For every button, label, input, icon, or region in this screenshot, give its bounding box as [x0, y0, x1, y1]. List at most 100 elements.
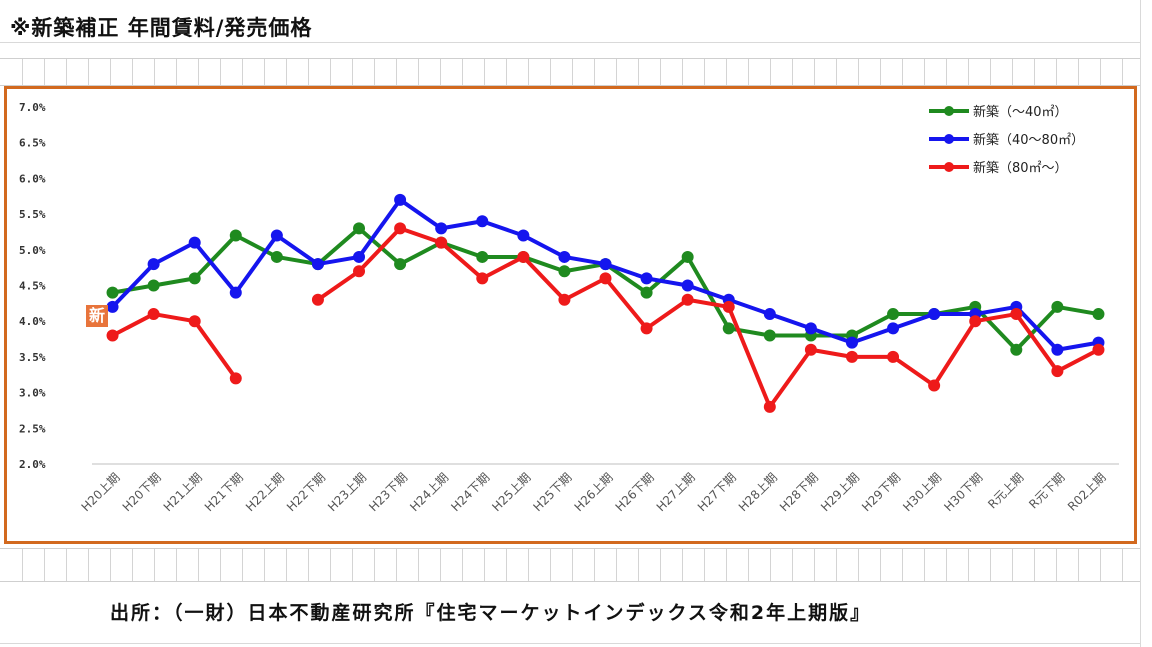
grid-cell-line — [836, 549, 837, 581]
series-3-point — [394, 222, 407, 235]
x-tick-label: H30下期 — [941, 470, 985, 514]
series-3-point — [640, 322, 653, 335]
series-1-point — [353, 222, 366, 235]
x-tick-label: H29上期 — [818, 470, 862, 514]
y-tick-label: 4.5% — [19, 280, 46, 293]
series-2-point — [311, 258, 324, 271]
series-2-point — [599, 258, 612, 271]
grid-cell-line — [1122, 59, 1123, 85]
grid-cell-line — [1034, 59, 1035, 85]
grid-cell-line — [220, 59, 221, 85]
grid-cell-line — [682, 549, 683, 581]
x-tick-label: H24上期 — [407, 470, 451, 514]
grid-cell-line — [1034, 549, 1035, 581]
x-tick-label: H23上期 — [325, 470, 369, 514]
grid-cell-line — [682, 59, 683, 85]
line-chart: 2.0% 2.5% 3.0% 3.5% 4.0% 4.5% 5.0% 5.5% 6.0% 6.5%… — [19, 101, 1119, 514]
series-1-point — [681, 250, 694, 263]
new-build-badge: 新 — [86, 305, 108, 327]
grid-cell-line — [946, 549, 947, 581]
grid-cell-line — [594, 59, 595, 85]
series-3-point — [845, 350, 858, 363]
grid-cell-line — [330, 59, 331, 85]
grid-cell-line — [880, 59, 881, 85]
grid-cell-line — [66, 549, 67, 581]
series-1-point — [147, 279, 160, 292]
grid-cell-line — [506, 549, 507, 581]
grid-cell-line — [726, 59, 727, 85]
grid-cell-line — [506, 59, 507, 85]
grid-cell-line — [880, 549, 881, 581]
spreadsheet-grid-bottom — [0, 548, 1140, 582]
x-tick-label: H25下期 — [530, 470, 574, 514]
grid-cell-line — [792, 549, 793, 581]
grid-cell-line — [176, 549, 177, 581]
series-2-point — [270, 229, 283, 242]
grid-cell-line — [990, 549, 991, 581]
grid-cell-line — [330, 549, 331, 581]
series-3-point — [1092, 343, 1105, 356]
grid-cell-line — [264, 59, 265, 85]
x-tick-label: H23下期 — [366, 470, 410, 514]
series-2-point — [763, 308, 776, 321]
grid-cell-line — [132, 549, 133, 581]
y-tick-label: 6.5% — [19, 137, 46, 150]
x-tick-label: H25上期 — [489, 470, 533, 514]
y-tick-label: 5.0% — [19, 244, 46, 257]
x-tick-label: R元下期 — [1026, 470, 1067, 511]
series-3-point — [1051, 365, 1064, 378]
x-tick-label: H28下期 — [777, 470, 821, 514]
grid-cell-line — [1100, 549, 1101, 581]
series-3-point — [476, 272, 489, 285]
grid-cell-line — [858, 59, 859, 85]
grid-cell-line — [616, 549, 617, 581]
legend-label: 新築（～40㎡） — [973, 104, 1068, 120]
grid-cell-line — [198, 59, 199, 85]
series-2-point — [928, 308, 941, 321]
grid-rule-row — [0, 643, 1140, 644]
grid-rule-right — [1140, 0, 1141, 647]
series-3-point — [763, 400, 776, 413]
grid-cell-line — [242, 549, 243, 581]
y-tick-label: 2.5% — [19, 422, 46, 435]
grid-cell-line — [154, 59, 155, 85]
grid-cell-line — [594, 549, 595, 581]
series-1-point — [558, 265, 571, 278]
grid-cell-line — [748, 59, 749, 85]
series-3-line — [110, 312, 238, 381]
grid-cell-line — [902, 549, 903, 581]
series-2-point — [804, 322, 817, 335]
grid-cell-line — [418, 549, 419, 581]
grid-cell-line — [550, 59, 551, 85]
x-tick-label: H24下期 — [448, 470, 492, 514]
x-tick-label: H22上期 — [243, 470, 287, 514]
grid-cell-line — [638, 549, 639, 581]
series-1-point — [188, 272, 201, 285]
series-2-point — [394, 193, 407, 206]
series-3-point — [558, 293, 571, 306]
x-tick-label: H26上期 — [572, 470, 616, 514]
series-2-point — [1051, 343, 1064, 356]
spreadsheet-grid-top — [0, 58, 1140, 86]
grid-cell-line — [748, 549, 749, 581]
grid-cell-line — [264, 549, 265, 581]
grid-cell-line — [1056, 59, 1057, 85]
grid-cell-line — [220, 549, 221, 581]
grid-cell-line — [1078, 549, 1079, 581]
y-tick-label: 3.0% — [19, 387, 46, 400]
x-tick-label: H21下期 — [202, 470, 246, 514]
x-tick-label: H29下期 — [859, 470, 903, 514]
grid-cell-line — [1122, 549, 1123, 581]
grid-cell-line — [286, 549, 287, 581]
grid-cell-line — [1078, 59, 1079, 85]
x-tick-label: H27上期 — [654, 470, 698, 514]
series-3-point — [969, 315, 982, 328]
grid-cell-line — [638, 59, 639, 85]
grid-cell-line — [902, 59, 903, 85]
series-3-point — [106, 329, 119, 342]
grid-cell-line — [110, 549, 111, 581]
grid-cell-line — [946, 59, 947, 85]
grid-cell-line — [88, 59, 89, 85]
grid-cell-line — [990, 59, 991, 85]
series-3-point — [353, 265, 366, 278]
